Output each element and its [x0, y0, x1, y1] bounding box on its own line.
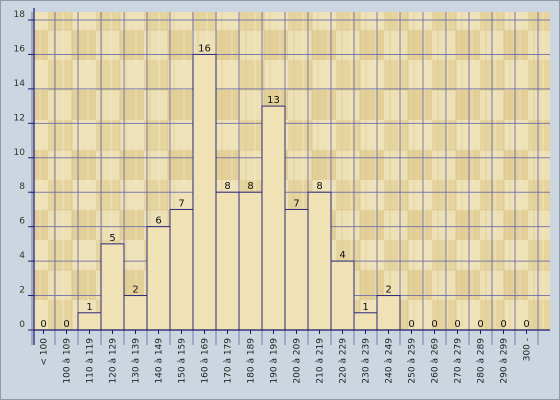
- data-label: 2: [385, 285, 391, 296]
- x-tick-label: 150 à 159: [178, 338, 188, 384]
- data-label: 16: [198, 43, 211, 54]
- y-tick-label: 10: [14, 148, 26, 158]
- data-label: 5: [109, 233, 115, 244]
- bar: [261, 105, 286, 331]
- data-label: 0: [40, 319, 46, 330]
- data-label: 1: [86, 302, 92, 313]
- y-tick-label: 8: [19, 182, 25, 192]
- x-tick-label: 110 à 119: [86, 338, 96, 384]
- bars: [77, 53, 401, 331]
- data-label: 4: [339, 250, 345, 261]
- x-tick-label: 120 à 129: [109, 338, 119, 384]
- bar: [192, 53, 217, 331]
- bar: [146, 226, 171, 331]
- x-tick-label: 260 à 269: [431, 338, 441, 384]
- data-label: 0: [408, 319, 414, 330]
- x-tick-label: 130 à 139: [132, 338, 142, 384]
- bar: [100, 243, 125, 331]
- data-label: 7: [293, 198, 299, 209]
- bar: [330, 260, 355, 331]
- data-label: 8: [224, 181, 230, 192]
- bar: [77, 312, 102, 331]
- data-label: 0: [63, 319, 69, 330]
- bar: [238, 191, 263, 331]
- bar: [307, 191, 332, 331]
- x-tick-label: < 100: [40, 338, 50, 366]
- x-tick-label: 210 à 219: [316, 338, 326, 384]
- data-label: 0: [431, 319, 437, 330]
- bar: [353, 312, 378, 331]
- data-label: 0: [454, 319, 460, 330]
- x-tick-label: 200 à 209: [293, 338, 303, 384]
- axes: [28, 8, 550, 345]
- y-tick-label: 16: [14, 44, 26, 54]
- data-labels: 0 0 1 5 2 6 7 16 8 8 13 7 8 4 1 2 0 0 0 0 0 0: [40, 43, 529, 330]
- x-tick-label: 240 à 249: [385, 338, 395, 384]
- x-tick-label: 100 à 109: [63, 338, 73, 384]
- bar: [215, 191, 240, 331]
- x-tick-label: 140 à 149: [155, 338, 165, 384]
- x-tick-label: 300 -: [523, 338, 533, 361]
- y-tick-label: 4: [19, 251, 25, 261]
- y-tick-label: 0: [19, 320, 25, 330]
- data-label: 1: [362, 302, 368, 313]
- y-tick-label: 12: [14, 113, 25, 123]
- x-tick-label: 220 à 229: [339, 338, 349, 384]
- y-tick-label: 14: [14, 79, 26, 89]
- data-label: 0: [523, 319, 529, 330]
- x-tick-label: 250 à 259: [408, 338, 418, 384]
- x-tick-label: 160 à 169: [201, 338, 211, 384]
- y-tick-label: 6: [19, 217, 25, 227]
- y-tick-label: 2: [19, 286, 25, 296]
- bar: [376, 295, 401, 331]
- bar: [169, 208, 194, 331]
- data-label: 2: [132, 285, 138, 296]
- data-label: 0: [477, 319, 483, 330]
- x-tick-labels: < 100 100 à 109 110 à 119 120 à 129 130 à 13…: [40, 338, 533, 384]
- x-tick-label: 170 à 179: [224, 338, 234, 384]
- bar: [123, 295, 148, 331]
- data-label: 0: [500, 319, 506, 330]
- x-tick-label: 290 à 299: [500, 338, 510, 384]
- data-label: 8: [316, 181, 322, 192]
- x-tick-label: 180 à 189: [247, 338, 257, 384]
- data-label: 6: [155, 216, 161, 227]
- data-label: 7: [178, 198, 184, 209]
- data-label: 13: [267, 95, 280, 106]
- x-tick-label: 280 à 289: [477, 338, 487, 384]
- x-tick-label: 190 à 199: [270, 338, 280, 384]
- y-tick-label: 18: [14, 10, 26, 20]
- bar: [284, 208, 309, 331]
- x-tick-label: 230 à 239: [362, 338, 372, 384]
- x-tick-label: 270 à 279: [454, 338, 464, 384]
- data-label: 8: [247, 181, 253, 192]
- y-tick-labels: 0 2 4 6 8 10 12 14 16 18: [14, 10, 26, 330]
